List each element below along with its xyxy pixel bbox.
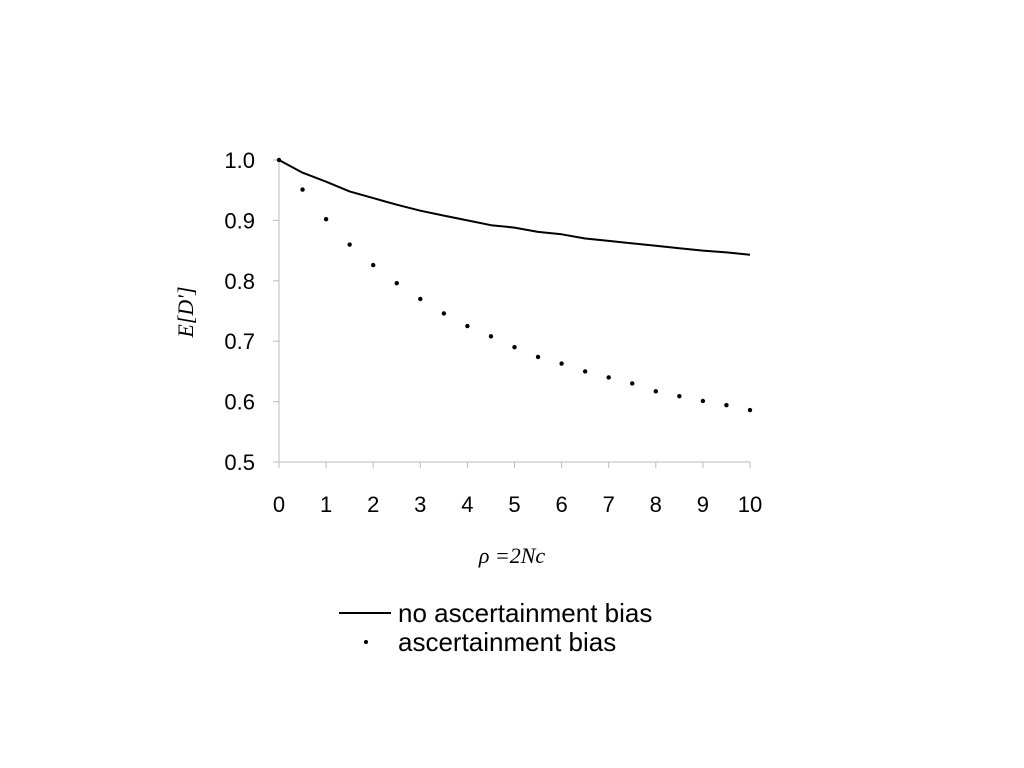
x-tick-label: 8 [650, 492, 662, 517]
data-point-ascertainment-bias [441, 311, 447, 316]
x-tick-label: 0 [273, 492, 285, 517]
x-tick-label: 9 [697, 492, 709, 517]
data-point-ascertainment-bias [371, 262, 376, 268]
data-point-ascertainment-bias [300, 187, 305, 192]
chart-ticks: 0.5 0.6 0.7 0.8 0.9 1.0 0 1 2 3 4 5 6 7 8 9 10 [224, 148, 762, 517]
y-tick-label: 0.9 [224, 208, 255, 233]
chart-series [276, 157, 753, 413]
y-axis-label: E[D'] [173, 286, 198, 338]
y-tick-label: 0.7 [224, 329, 255, 354]
data-point-ascertainment-bias [582, 369, 588, 374]
chart-axes [278, 160, 750, 463]
legend: no ascertainment bias ascertainment bias [339, 598, 652, 657]
series-line-no-ascertainment-bias [278, 159, 751, 256]
x-tick-label: 3 [414, 492, 426, 517]
data-point-ascertainment-bias [630, 381, 635, 386]
data-point-ascertainment-bias [394, 281, 399, 286]
x-tick-label: 2 [367, 492, 379, 517]
x-tick-label: 7 [603, 492, 615, 517]
data-point-ascertainment-bias [347, 242, 352, 247]
data-point-ascertainment-bias [700, 398, 706, 404]
data-point-ascertainment-bias [677, 393, 682, 399]
data-point-ascertainment-bias [559, 361, 564, 366]
y-tick-label: 0.8 [224, 269, 255, 294]
legend-swatch-dotted [364, 640, 368, 644]
data-point-ascertainment-bias [535, 354, 541, 360]
data-point-ascertainment-bias [747, 407, 753, 413]
x-tick-label: 5 [508, 492, 520, 517]
legend-label-no-bias: no ascertainment bias [398, 598, 652, 628]
data-point-ascertainment-bias [653, 389, 658, 394]
x-tick-label: 6 [555, 492, 567, 517]
y-tick-label: 0.5 [224, 450, 255, 475]
data-point-ascertainment-bias [465, 323, 470, 329]
y-tick-label: 1.0 [224, 148, 255, 173]
data-point-ascertainment-bias [488, 334, 494, 339]
data-point-ascertainment-bias [323, 216, 329, 222]
data-point-ascertainment-bias [606, 375, 611, 380]
data-point-ascertainment-bias [512, 345, 517, 350]
y-tick-label: 0.6 [224, 390, 255, 415]
x-tick-label: 1 [320, 492, 332, 517]
x-tick-label: 10 [738, 492, 762, 517]
data-point-ascertainment-bias [276, 157, 282, 163]
data-point-ascertainment-bias [724, 403, 729, 408]
legend-label-bias: ascertainment bias [398, 627, 616, 657]
data-point-ascertainment-bias [418, 296, 423, 302]
x-tick-label: 4 [461, 492, 473, 517]
x-axis-label: ρ =2Nc [478, 543, 546, 568]
